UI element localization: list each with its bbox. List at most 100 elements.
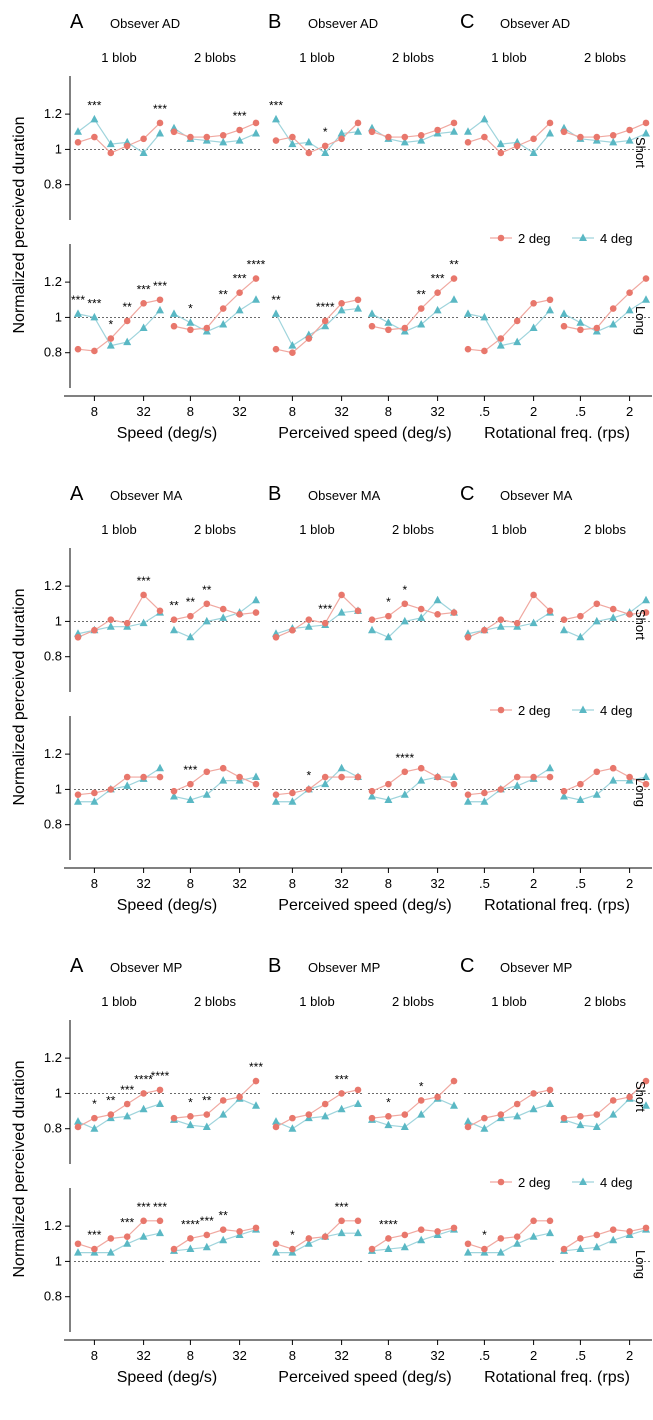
point-4deg <box>642 595 650 604</box>
point-2deg <box>187 326 194 334</box>
significance-stars: ** <box>219 1209 229 1223</box>
subpanel-label: 1 blob <box>299 994 334 1009</box>
point-4deg <box>186 632 195 641</box>
point-4deg <box>417 1235 426 1244</box>
point-2deg <box>74 1240 82 1248</box>
point-2deg <box>481 1245 488 1253</box>
point-2deg <box>91 133 98 141</box>
y-axis-label: Normalized perceived duration <box>11 117 28 334</box>
point-4deg <box>560 791 568 800</box>
subpanel-label: 2 blobs <box>392 994 434 1009</box>
point-2deg <box>385 1113 392 1120</box>
series-4deg-line <box>77 309 161 347</box>
point-2deg <box>107 149 115 157</box>
point-4deg <box>496 622 505 630</box>
y-tick-label: 0.8 <box>44 817 62 832</box>
point-2deg <box>140 299 147 307</box>
x-tick-label: 32 <box>430 1348 444 1363</box>
legend-4deg-marker <box>579 705 587 713</box>
point-2deg <box>481 789 488 797</box>
point-4deg <box>90 114 99 123</box>
point-4deg <box>560 309 568 317</box>
observer-title: Obsever MA <box>500 488 573 503</box>
point-4deg <box>576 1244 585 1253</box>
point-2deg <box>434 289 441 297</box>
point-2deg <box>272 345 280 353</box>
point-2deg <box>368 1114 376 1122</box>
point-4deg <box>235 305 244 314</box>
point-4deg <box>384 1120 393 1129</box>
significance-stars: *** <box>335 1072 349 1086</box>
point-4deg <box>513 1239 522 1247</box>
y-tick-label: 1.2 <box>44 1218 62 1233</box>
significance-stars: **** <box>379 1217 398 1231</box>
legend-2deg-label: 2 deg <box>518 1175 551 1190</box>
point-4deg <box>219 319 228 328</box>
point-2deg <box>401 1231 409 1239</box>
series-4deg-line <box>563 599 647 639</box>
point-2deg <box>354 1086 362 1094</box>
point-2deg <box>305 149 313 157</box>
point-2deg <box>401 768 409 776</box>
point-4deg <box>304 622 313 630</box>
series-4deg-line <box>563 1229 647 1252</box>
x-tick-label: 8 <box>385 876 392 891</box>
point-2deg <box>252 780 260 788</box>
point-4deg <box>186 318 195 326</box>
point-2deg <box>368 128 376 136</box>
point-2deg <box>252 119 260 127</box>
point-2deg <box>321 142 329 150</box>
subpanel-label: 1 blob <box>299 522 334 537</box>
y-tick-label: 0.8 <box>44 1289 62 1304</box>
significance-stars: *** <box>137 574 151 588</box>
point-4deg <box>464 127 472 135</box>
y-tick-label: 1.2 <box>44 746 62 761</box>
observer-title: Obsever MA <box>110 488 183 503</box>
x-tick-label: 8 <box>289 876 296 891</box>
legend-4deg-marker <box>579 233 587 241</box>
point-4deg <box>417 136 426 144</box>
point-4deg <box>546 763 554 772</box>
point-2deg <box>546 119 554 127</box>
duration-label: Long <box>633 306 648 335</box>
point-4deg <box>400 137 409 146</box>
significance-stars: * <box>323 125 328 139</box>
point-2deg <box>464 633 472 641</box>
point-4deg <box>384 632 393 641</box>
point-2deg <box>385 133 392 141</box>
point-2deg <box>464 1240 472 1248</box>
series-4deg-line <box>275 1103 359 1130</box>
subpanel-label: 2 blobs <box>584 50 626 65</box>
significance-stars: **** <box>181 1217 200 1231</box>
point-2deg <box>203 133 211 141</box>
legend-2deg-label: 2 deg <box>518 703 551 718</box>
x-tick-label: 8 <box>91 404 98 419</box>
point-2deg <box>497 616 505 623</box>
point-4deg <box>642 1101 650 1109</box>
y-tick-label: 1.2 <box>44 106 62 121</box>
point-2deg <box>187 133 194 141</box>
x-tick-label: 32 <box>232 404 246 419</box>
y-axis-label: Normalized perceived duration <box>11 1061 28 1278</box>
y-tick-label: 1.2 <box>44 578 62 593</box>
point-4deg <box>74 1117 82 1125</box>
legend-2deg-marker <box>497 1178 505 1186</box>
series-4deg-line <box>173 1229 257 1252</box>
series-2deg-line <box>173 278 257 331</box>
duration-label: Long <box>633 1250 648 1279</box>
significance-stars: *** <box>137 282 151 296</box>
point-2deg <box>385 1235 392 1242</box>
point-2deg <box>338 773 345 781</box>
observer-title: Obsever MA <box>308 488 381 503</box>
subpanel-label: 2 blobs <box>584 994 626 1009</box>
subpanel-label: 1 blob <box>299 50 334 65</box>
x-tick-label: 32 <box>430 876 444 891</box>
y-tick-label: 1.2 <box>44 1050 62 1065</box>
point-4deg <box>235 136 244 144</box>
x-tick-label: 8 <box>385 1348 392 1363</box>
point-4deg <box>642 295 650 303</box>
point-2deg <box>107 335 115 342</box>
significance-stars: *** <box>318 602 332 616</box>
point-2deg <box>123 773 131 781</box>
point-4deg <box>513 337 522 346</box>
